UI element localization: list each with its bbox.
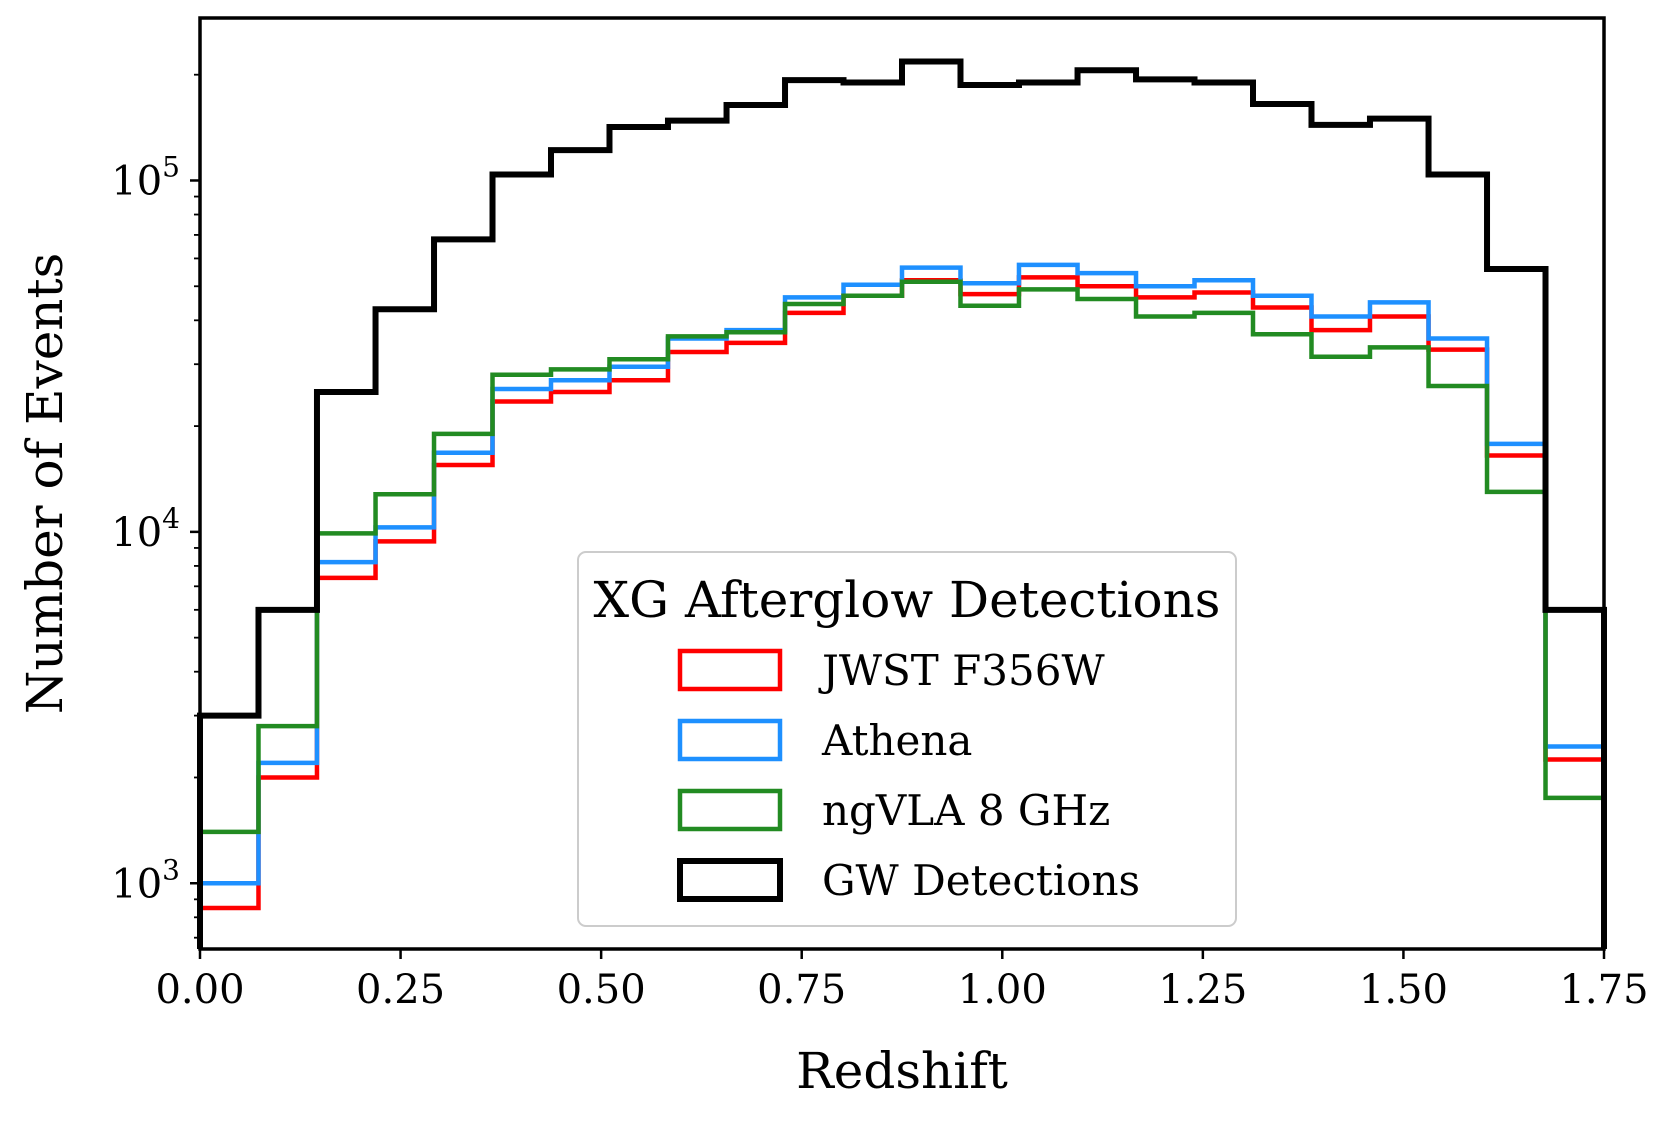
series-gw-detections <box>197 58 1607 949</box>
legend-box <box>577 551 1237 927</box>
y-axis: 103 104 105 <box>111 73 200 939</box>
legend-swatch <box>677 788 783 832</box>
legend-entry-label: Athena <box>821 716 972 765</box>
legend-entry-label: GW Detections <box>822 856 1140 905</box>
x-tick-label: 0.50 <box>557 967 646 1013</box>
y-tick-label: 105 <box>111 150 180 204</box>
x-tick-label: 0.75 <box>757 967 846 1013</box>
legend-swatch <box>677 858 783 902</box>
x-tick-label: 1.50 <box>1359 967 1448 1013</box>
legend-swatch <box>677 718 783 762</box>
x-tick-label: 1.25 <box>1158 967 1247 1013</box>
legend-title: XG Afterglow Detections <box>594 571 1221 629</box>
series-athena <box>197 262 1607 949</box>
legend-entries: JWST F356W Athena ngVLA 8 GHz GW Detections <box>677 646 1140 905</box>
series-ngvla-8-ghz <box>197 279 1607 949</box>
x-axis: 0.00 0.25 0.50 0.75 1.00 1.25 1.50 1.75 <box>155 949 1649 1013</box>
legend-entry-label: JWST F356W <box>818 646 1105 695</box>
x-tick-label: 0.25 <box>356 967 445 1013</box>
x-tick-label: 1.75 <box>1559 967 1648 1013</box>
series-layer <box>197 58 1607 949</box>
legend: XG Afterglow Detections JWST F356W Athena… <box>577 551 1237 927</box>
x-tick-label: 0.00 <box>155 967 244 1013</box>
y-tick-label: 104 <box>111 502 180 556</box>
legend-swatch <box>677 648 783 692</box>
plot-frame <box>198 16 1606 951</box>
x-tick-label: 1.00 <box>958 967 1047 1013</box>
x-axis-label: Redshift <box>796 1042 1008 1100</box>
y-axis-label: Number of Events <box>16 253 74 715</box>
legend-entry-label: ngVLA 8 GHz <box>822 786 1110 835</box>
y-tick-label: 103 <box>111 853 180 907</box>
